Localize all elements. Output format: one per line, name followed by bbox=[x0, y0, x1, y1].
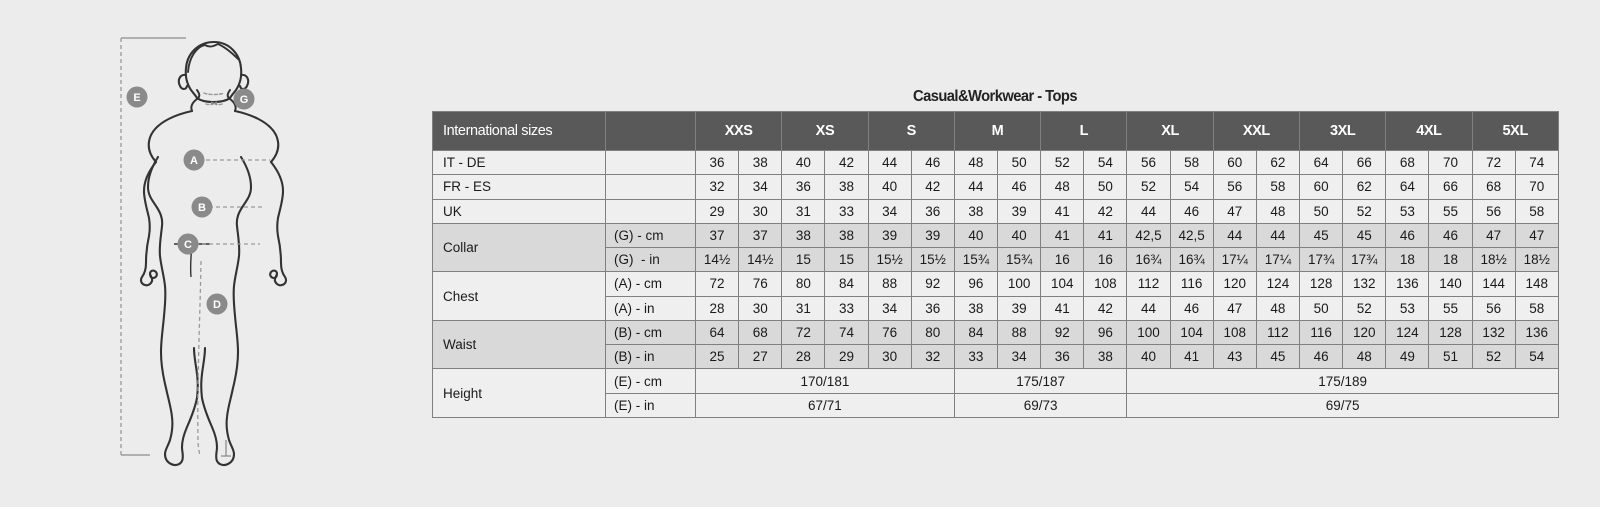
svg-text:D: D bbox=[213, 299, 221, 311]
svg-text:C: C bbox=[184, 239, 192, 251]
svg-text:B: B bbox=[198, 202, 206, 214]
svg-text:E: E bbox=[133, 92, 140, 104]
svg-text:G: G bbox=[240, 94, 249, 106]
svg-text:A: A bbox=[190, 155, 198, 167]
